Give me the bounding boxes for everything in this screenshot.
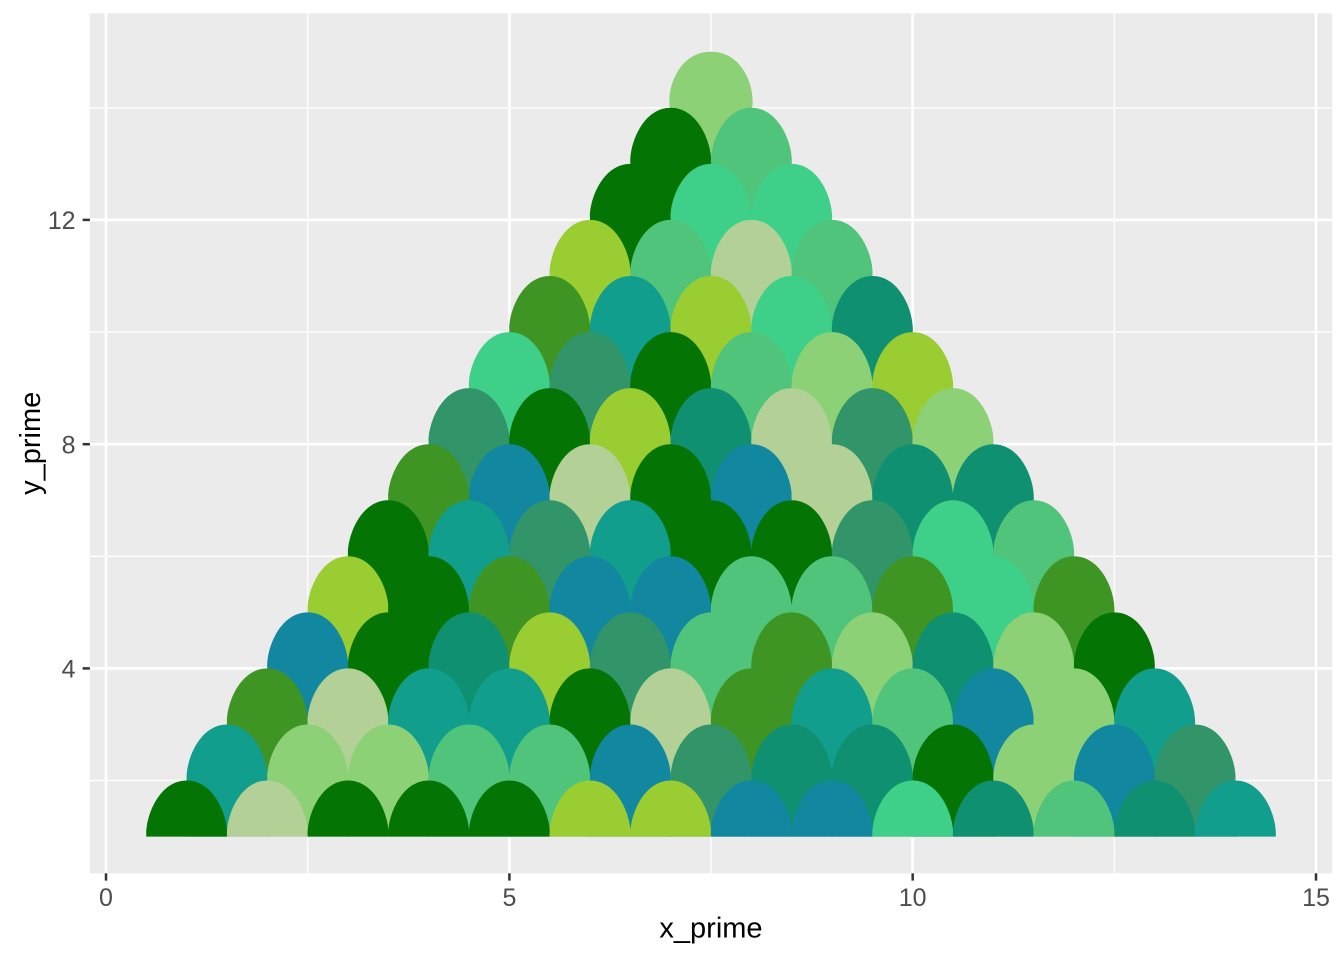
svg-text:4: 4 [62,656,76,684]
svg-text:x_prime: x_prime [659,913,762,945]
svg-text:0: 0 [99,884,113,912]
svg-text:5: 5 [502,884,516,912]
svg-text:8: 8 [62,431,76,459]
svg-text:10: 10 [899,884,927,912]
svg-text:12: 12 [48,207,76,235]
svg-text:15: 15 [1302,884,1330,912]
svg-text:y_prime: y_prime [15,392,47,495]
